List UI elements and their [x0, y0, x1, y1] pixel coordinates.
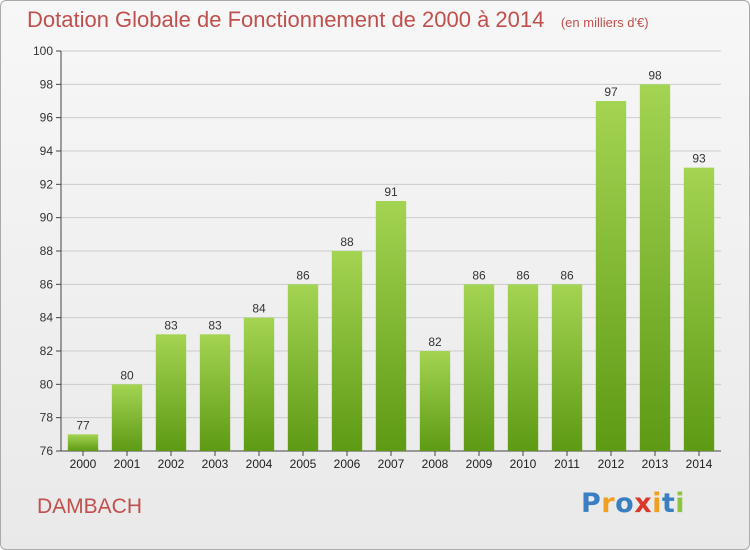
x-tick-label: 2001	[114, 457, 141, 471]
value-label: 86	[472, 268, 486, 282]
chart-subtitle: (en milliers d'€)	[560, 15, 649, 30]
bar-2010	[507, 284, 539, 451]
value-label: 88	[340, 235, 354, 249]
bar-2000	[67, 434, 99, 451]
x-tick-label: 2009	[466, 457, 493, 471]
y-tick-label: 100	[33, 44, 53, 58]
value-label: 97	[604, 85, 618, 99]
x-tick-label: 2014	[686, 457, 713, 471]
x-tick-label: 2011	[554, 457, 580, 471]
chart-title: Dotation Globale de Fonctionnement de 20…	[27, 7, 545, 32]
logo-letter: t	[661, 488, 676, 519]
x-tick-label: 2006	[334, 457, 361, 471]
value-label: 91	[384, 185, 398, 199]
bar-2007	[375, 201, 407, 451]
bar-2014	[683, 167, 715, 451]
x-tick-label: 2002	[158, 457, 185, 471]
value-label: 80	[120, 368, 134, 382]
commune-name: DAMBACH	[37, 495, 143, 518]
bar-2005	[287, 284, 319, 451]
y-tick-label: 98	[40, 77, 54, 91]
x-tick-label: 2010	[510, 457, 537, 471]
value-label: 86	[516, 268, 530, 282]
y-tick-label: 96	[40, 111, 54, 125]
x-tick-label: 2007	[378, 457, 405, 471]
bar-2004	[243, 317, 275, 451]
value-label: 98	[648, 68, 662, 82]
y-tick-label: 76	[40, 444, 54, 458]
y-tick-label: 90	[40, 211, 54, 225]
value-label: 86	[560, 268, 574, 282]
x-tick-label: 2005	[290, 457, 317, 471]
y-tick-label: 84	[40, 311, 54, 325]
x-tick-label: 2012	[598, 457, 625, 471]
value-label: 83	[164, 318, 178, 332]
logo-letter: P	[581, 488, 602, 519]
value-label: 77	[76, 418, 90, 432]
proxiti-logo: Proxiti	[581, 488, 685, 519]
y-tick-label: 94	[40, 144, 54, 158]
value-label: 82	[428, 335, 442, 349]
y-tick-label: 80	[40, 377, 54, 391]
x-tick-label: 2004	[246, 457, 273, 471]
y-tick-label: 92	[40, 177, 54, 191]
y-tick-label: 86	[40, 277, 54, 291]
logo-letter: x	[634, 488, 653, 519]
bar-2003	[199, 334, 231, 451]
value-label: 84	[252, 302, 266, 316]
x-tick-label: 2003	[202, 457, 229, 471]
y-tick-label: 88	[40, 244, 54, 258]
bar-2011	[551, 284, 583, 451]
bar-2008	[419, 351, 451, 451]
logo-letter: o	[615, 488, 635, 519]
logo-letter: r	[601, 488, 616, 519]
bar-2001	[111, 384, 143, 451]
x-tick-label: 2000	[70, 457, 97, 471]
value-label: 86	[296, 268, 310, 282]
value-label: 93	[692, 152, 706, 166]
bars	[67, 84, 715, 451]
bar-2002	[155, 334, 187, 451]
value-label: 83	[208, 318, 222, 332]
bar-2006	[331, 251, 363, 451]
bar-2013	[639, 84, 671, 451]
x-tick-label: 2008	[422, 457, 449, 471]
logo-letter: i	[675, 488, 686, 519]
y-tick-label: 78	[40, 411, 54, 425]
value-labels: 77 80 83 83 84 86 88 91 82 86 86 86 97 98 93	[76, 68, 706, 432]
chart-title-block: Dotation Globale de Fonctionnement de 20…	[27, 7, 649, 33]
x-tick-label: 2013	[642, 457, 669, 471]
axes: 76 78 80 82 84 86 88 90 92 94 96 98 100 2000 2001 2002 2…	[33, 44, 721, 471]
bar-2012	[595, 101, 627, 451]
bar-2009	[463, 284, 495, 451]
logo-letter: i	[652, 488, 662, 519]
y-tick-label: 82	[40, 344, 54, 358]
